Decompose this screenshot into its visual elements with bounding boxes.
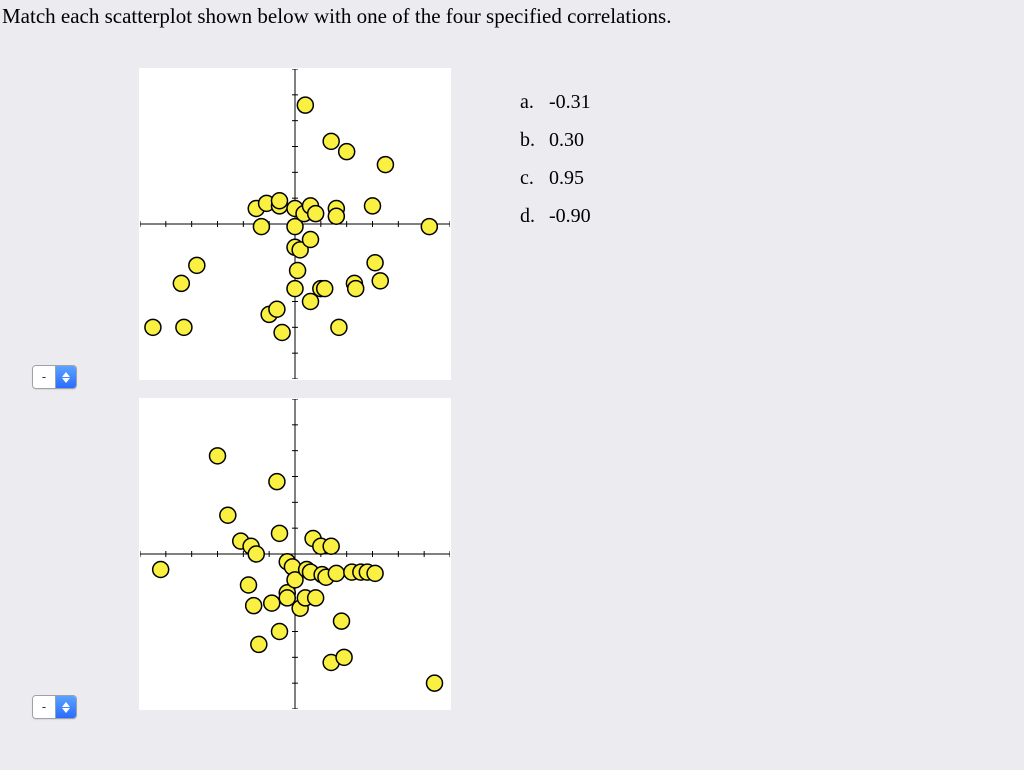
option-letter: a. <box>520 85 544 119</box>
options-list: a. -0.31 b. 0.30 c. 0.95 d. -0.90 <box>460 29 591 237</box>
option-letter: b. <box>520 123 544 157</box>
stepper-icon[interactable] <box>55 696 76 718</box>
scatterplot-1 <box>140 69 450 379</box>
content-row: - - a. -0.31 b. 0.30 <box>0 29 1024 729</box>
chevron-up-icon <box>62 372 70 377</box>
scatterplot-2 <box>140 399 450 709</box>
selector-value: - <box>33 366 55 388</box>
chart-block-2: - <box>0 399 460 729</box>
option-letter: d. <box>520 199 544 233</box>
chevron-down-icon <box>62 378 70 383</box>
option-letter: c. <box>520 161 544 195</box>
option-a: a. -0.31 <box>520 85 591 119</box>
stepper-icon[interactable] <box>55 366 76 388</box>
option-value: -0.31 <box>549 91 591 113</box>
charts-column: - - <box>0 29 460 729</box>
chevron-up-icon <box>62 702 70 707</box>
option-b: b. 0.30 <box>520 123 591 157</box>
option-value: -0.90 <box>549 205 591 227</box>
selector-value: - <box>33 696 55 718</box>
option-value: 0.30 <box>549 129 584 151</box>
option-d: d. -0.90 <box>520 199 591 233</box>
answer-selector-2[interactable]: - <box>32 695 77 719</box>
answer-selector-1[interactable]: - <box>32 365 77 389</box>
option-c: c. 0.95 <box>520 161 591 195</box>
chart-block-1: - <box>0 69 460 399</box>
question-prompt: Match each scatterplot shown below with … <box>0 0 1024 29</box>
option-value: 0.95 <box>549 167 584 189</box>
chevron-down-icon <box>62 708 70 713</box>
